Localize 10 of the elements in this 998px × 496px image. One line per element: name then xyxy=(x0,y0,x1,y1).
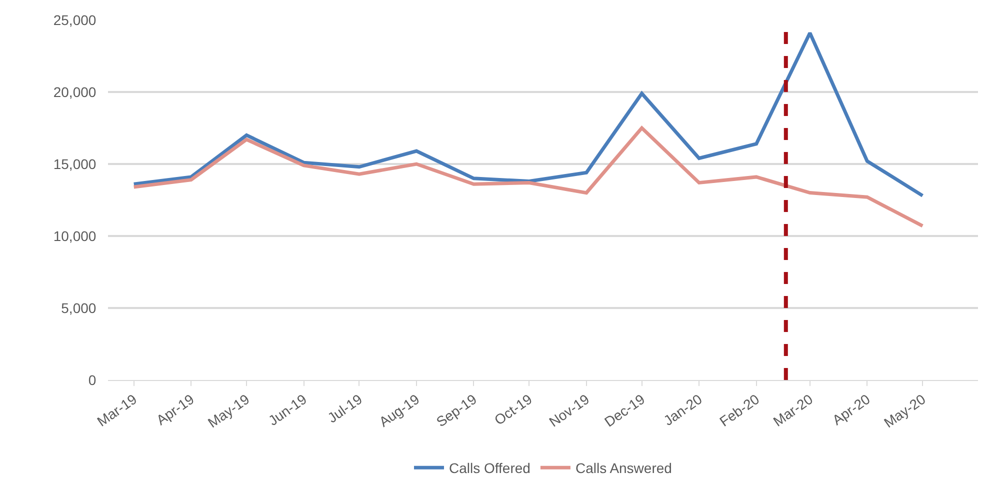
legend-label: Calls Offered xyxy=(449,460,530,476)
line-series xyxy=(132,31,924,198)
y-tick-label: 0 xyxy=(88,372,96,388)
y-tick-label: 15,000 xyxy=(53,156,96,172)
y-tick-label: 10,000 xyxy=(53,228,96,244)
line-series xyxy=(132,126,924,228)
y-tick-label: 20,000 xyxy=(53,84,96,100)
y-tick-label: 5,000 xyxy=(61,300,96,316)
legend-label: Calls Answered xyxy=(575,460,672,476)
y-tick-label: 25,000 xyxy=(53,12,96,28)
